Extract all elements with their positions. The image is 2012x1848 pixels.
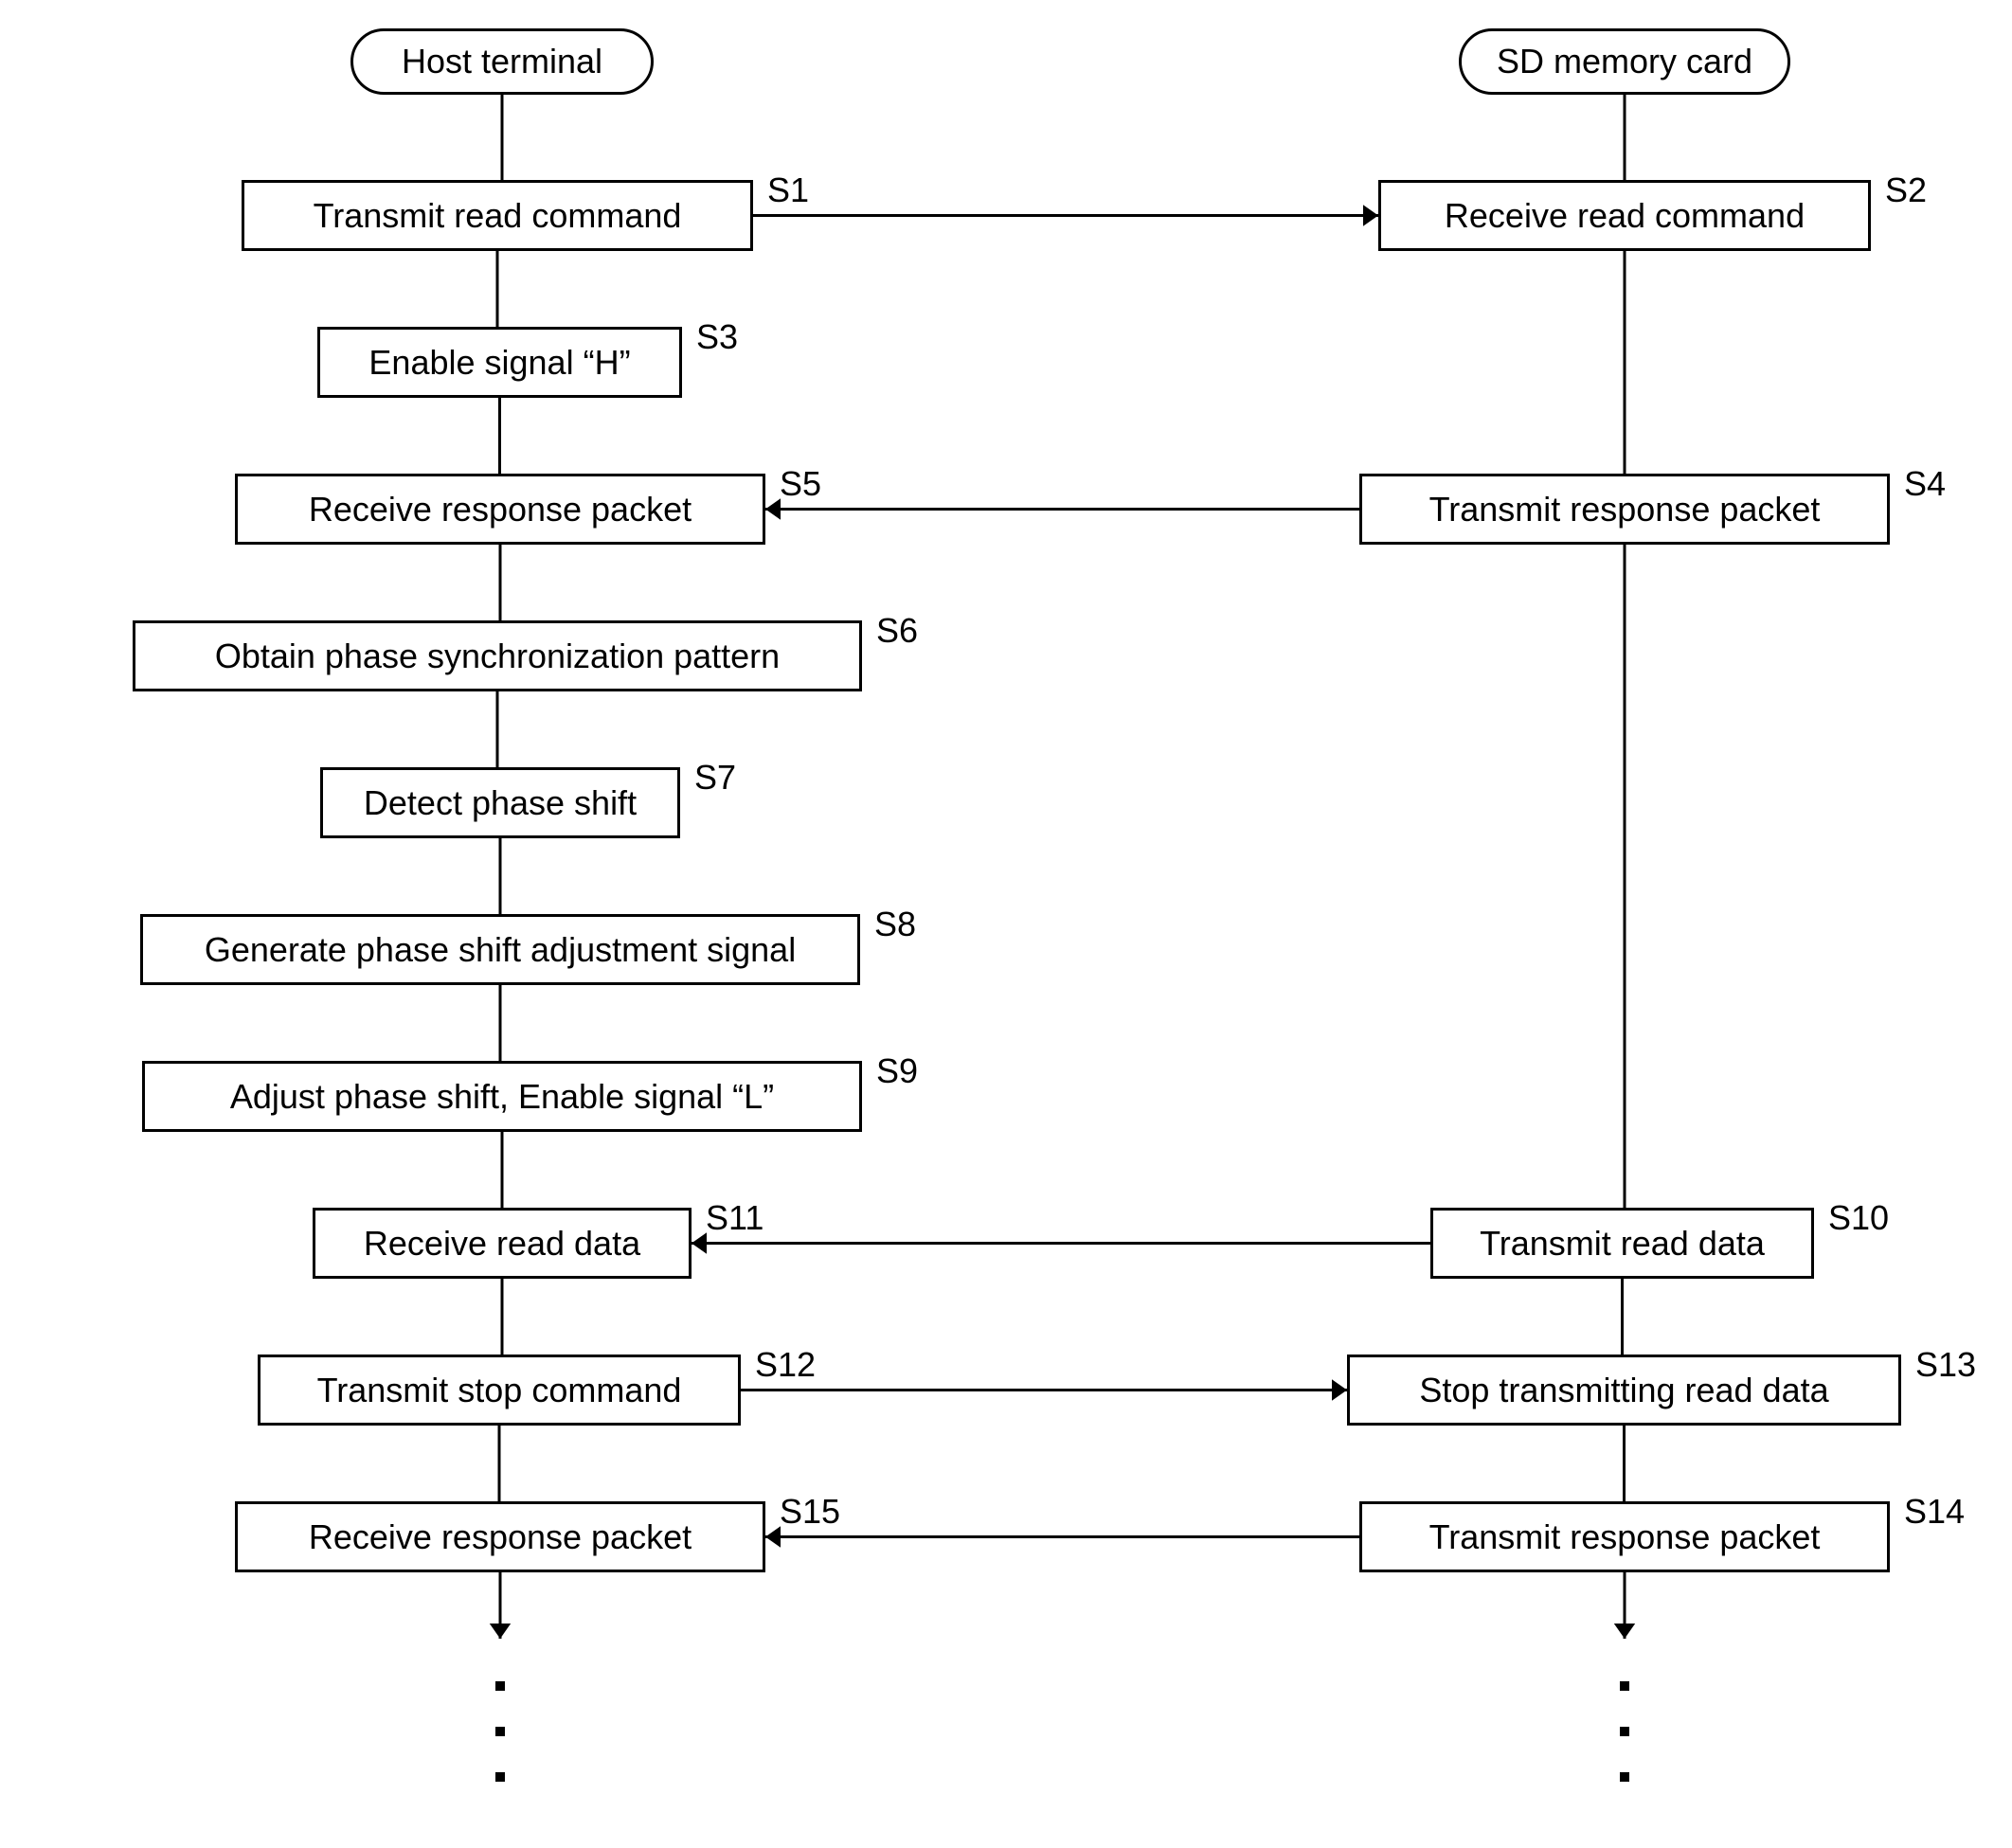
flowchart-node-s15: Receive response packet [235,1501,765,1572]
step-label-s3: S3 [696,317,738,357]
flowchart-node-s5: Receive response packet [235,474,765,545]
flowchart-node-s4: Transmit response packet [1359,474,1890,545]
step-label-s1: S1 [767,170,809,210]
step-label-s13: S13 [1915,1345,1976,1385]
flowchart-node-s9: Adjust phase shift, Enable signal “L” [142,1061,862,1132]
step-label-s4: S4 [1904,464,1946,504]
flowchart-node-s14: Transmit response packet [1359,1501,1890,1572]
flowchart-node-s11: Receive read data [313,1208,692,1279]
step-label-s7: S7 [694,758,736,798]
step-label-s2: S2 [1885,170,1927,210]
flowchart-node-sd: SD memory card [1459,28,1790,95]
flowchart-node-s2: Receive read command [1378,180,1871,251]
flowchart-node-host: Host terminal [350,28,654,95]
step-label-s5: S5 [780,464,821,504]
step-label-s10: S10 [1828,1198,1889,1238]
flowchart-node-s12: Transmit stop command [258,1355,741,1426]
step-label-s12: S12 [755,1345,816,1385]
flowchart-canvas: Host terminal SD memory card Transmit read… [28,28,1984,1820]
step-label-s6: S6 [876,611,918,651]
flowchart-node-s1: Transmit read command [242,180,753,251]
flowchart-node-s3: Enable signal “H” [317,327,682,398]
flowchart-node-s6: Obtain phase synchronization pattern [133,620,862,691]
flowchart-node-s7: Detect phase shift [320,767,680,838]
step-label-s15: S15 [780,1492,840,1532]
step-label-s14: S14 [1904,1492,1965,1532]
step-label-s11: S11 [706,1198,763,1238]
step-label-s8: S8 [874,905,916,944]
step-label-s9: S9 [876,1051,918,1091]
flowchart-node-s8: Generate phase shift adjustment signal [140,914,860,985]
flowchart-node-s10: Transmit read data [1430,1208,1814,1279]
flowchart-node-s13: Stop transmitting read data [1347,1355,1901,1426]
